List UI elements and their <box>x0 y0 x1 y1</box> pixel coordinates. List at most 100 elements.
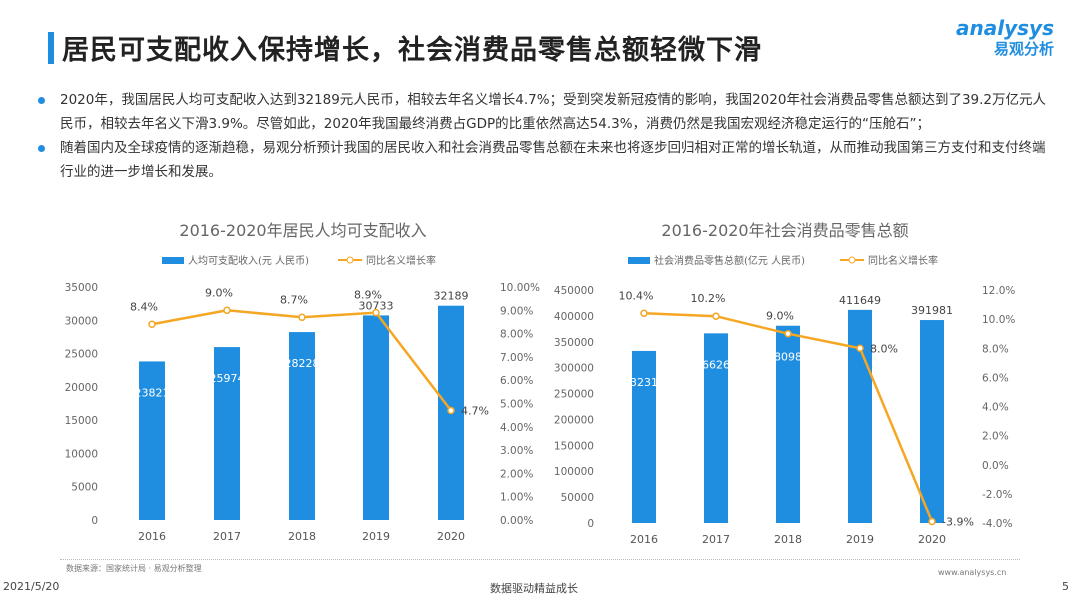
logo-en: analysys <box>956 16 1054 40</box>
line-data-label: 8.0% <box>870 342 898 355</box>
line-point <box>298 313 306 322</box>
page-number: 5 <box>1062 580 1069 593</box>
legend-label: 同比名义增长率 <box>868 254 938 267</box>
y2-tick-label: 4.0% <box>982 402 1009 414</box>
line-data-label: 9.0% <box>766 310 794 323</box>
y-tick-label: 100000 <box>554 466 594 478</box>
chart-title: 2016-2020年社会消费品零售总额 <box>661 221 908 240</box>
x-tick-label: 2017 <box>213 530 241 543</box>
legend-bar-swatch <box>628 257 650 264</box>
y-tick-label: 15000 <box>65 415 98 427</box>
y2-tick-label: 9.00% <box>500 305 533 317</box>
line-point <box>223 306 231 315</box>
y2-tick-label: 1.00% <box>500 492 533 504</box>
line-data-label: 8.7% <box>280 293 308 306</box>
y-tick-label: 0 <box>91 515 98 527</box>
website-url: www.analysys.cn <box>938 568 1007 577</box>
y2-tick-label: 2.00% <box>500 468 533 480</box>
bar <box>776 325 800 523</box>
bar-data-label: 25974 <box>210 372 245 385</box>
bullet-dot-icon <box>38 145 45 152</box>
x-tick-label: 2018 <box>774 533 802 546</box>
x-tick-label: 2016 <box>630 533 658 546</box>
x-tick-label: 2018 <box>288 530 316 543</box>
y-tick-label: 250000 <box>554 389 594 401</box>
x-tick-label: 2016 <box>138 530 166 543</box>
y2-tick-label: 5.00% <box>500 399 533 411</box>
line-data-label: 8.9% <box>354 289 382 302</box>
y2-tick-label: 0.00% <box>500 515 533 527</box>
bar-data-label: 28228 <box>285 357 320 370</box>
line-point <box>447 406 455 415</box>
bar <box>214 347 240 520</box>
logo-cn: 易观分析 <box>993 40 1054 58</box>
y-tick-label: 300000 <box>554 363 594 375</box>
line-data-label: 9.0% <box>205 286 233 299</box>
chart-title: 2016-2020年居民人均可支配收入 <box>179 221 426 240</box>
legend-bar-swatch <box>162 257 184 264</box>
bar <box>920 320 944 523</box>
bar-data-label: 332316 <box>623 376 665 389</box>
x-tick-label: 2020 <box>437 530 465 543</box>
page-title: 居民可支配收入保持增长，社会消费品零售总额轻微下滑 <box>62 35 762 66</box>
bar <box>848 309 872 523</box>
bullet-dot-icon <box>38 97 45 104</box>
y-tick-label: 450000 <box>554 285 594 297</box>
y-tick-label: 400000 <box>554 311 594 323</box>
y2-tick-label: 6.00% <box>500 375 533 387</box>
y-tick-label: 35000 <box>65 282 98 294</box>
legend-marker <box>848 256 856 264</box>
line-point <box>640 309 648 318</box>
y-tick-label: 5000 <box>71 482 98 494</box>
y-tick-label: 30000 <box>65 315 98 327</box>
footer-divider <box>60 559 1020 560</box>
line-point <box>784 329 792 338</box>
y-tick-label: 150000 <box>554 440 594 452</box>
logo: analysys 易观分析 <box>956 16 1054 59</box>
y2-tick-label: 8.00% <box>500 329 533 341</box>
line-data-label: -3.9% <box>942 516 974 529</box>
bar-data-label: 30733 <box>359 299 394 312</box>
line-point <box>856 344 864 352</box>
legend-marker <box>346 256 354 264</box>
y2-tick-label: 6.0% <box>982 372 1009 384</box>
x-tick-label: 2019 <box>846 533 874 546</box>
bar-data-label: 23821 <box>135 386 170 399</box>
title-accent-bar <box>48 32 54 64</box>
legend-label: 人均可支配收入(元 人民币) <box>188 254 309 267</box>
y2-tick-label: 10.0% <box>982 314 1015 326</box>
line-point <box>712 312 720 320</box>
y2-tick-label: 12.0% <box>982 285 1015 297</box>
y2-tick-label: 10.00% <box>500 282 540 294</box>
y2-tick-label: 4.00% <box>500 422 533 434</box>
y2-tick-label: 7.00% <box>500 352 533 364</box>
bar <box>632 350 656 523</box>
y2-tick-label: 3.00% <box>500 445 533 457</box>
data-source: 数据来源：国家统计局 · 易观分析整理 <box>66 564 202 573</box>
y2-tick-label: 0.0% <box>982 460 1009 472</box>
y2-tick-label: -4.0% <box>982 518 1012 530</box>
y-tick-label: 20000 <box>65 382 98 394</box>
bar-data-label: 366262 <box>695 358 737 371</box>
y-tick-label: 50000 <box>561 492 594 504</box>
bullet-list: 2020年，我国居民人均可支配收入达到32189元人民币，相较去年名义增长4.7… <box>38 88 1048 184</box>
x-tick-label: 2020 <box>918 533 946 546</box>
legend-label: 社会消费品零售总额(亿元 人民币) <box>654 254 805 267</box>
x-tick-label: 2017 <box>702 533 730 546</box>
bullet-item: 2020年，我国居民人均可支配收入达到32189元人民币，相较去年名义增长4.7… <box>38 88 1048 136</box>
y-tick-label: 25000 <box>65 349 98 361</box>
legend-label: 同比名义增长率 <box>366 254 436 267</box>
bar <box>704 333 728 523</box>
bar <box>139 361 165 520</box>
y2-tick-label: 8.0% <box>982 343 1009 355</box>
line-point <box>148 320 156 329</box>
line-data-label: 4.7% <box>461 404 489 417</box>
y-tick-label: 350000 <box>554 337 594 349</box>
bar-data-label: 32189 <box>434 290 469 303</box>
y2-tick-label: 2.0% <box>982 431 1009 443</box>
bar-data-label: 391981 <box>911 304 953 317</box>
line-point <box>372 308 380 317</box>
bar-data-label: 411649 <box>839 294 881 307</box>
bullet-item: 随着国内及全球疫情的逐渐趋稳，易观分析预计我国的居民收入和社会消费品零售总额在未… <box>38 136 1048 184</box>
